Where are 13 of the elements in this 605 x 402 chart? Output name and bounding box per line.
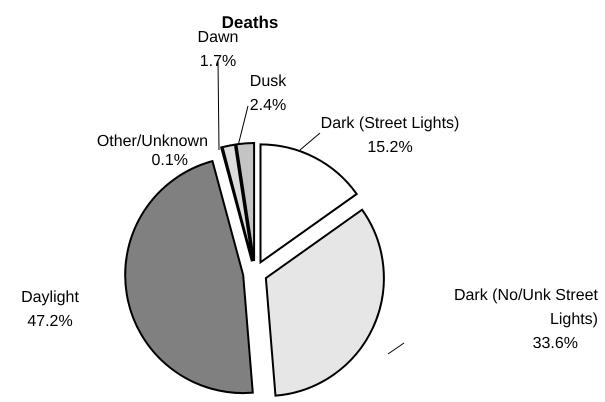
slice-label: Other/Unknown: [96, 133, 208, 150]
data-label: 2.4%: [250, 97, 286, 114]
slice-label: Dark (Street Lights): [320, 115, 460, 132]
data-label: 33.6%: [532, 335, 578, 352]
data-label: 1.7%: [200, 53, 236, 70]
data-label: 0.1%: [152, 152, 188, 169]
slice-label: Dark (No/Unk Street Lights): [454, 287, 599, 328]
chart-title: Deaths: [222, 13, 278, 32]
data-label: 47.2%: [27, 313, 73, 330]
slice-label: Dawn: [198, 29, 238, 46]
slice-label: Daylight: [21, 289, 80, 306]
slice-label: Dusk: [250, 73, 288, 90]
data-label: 15.2%: [367, 139, 413, 156]
